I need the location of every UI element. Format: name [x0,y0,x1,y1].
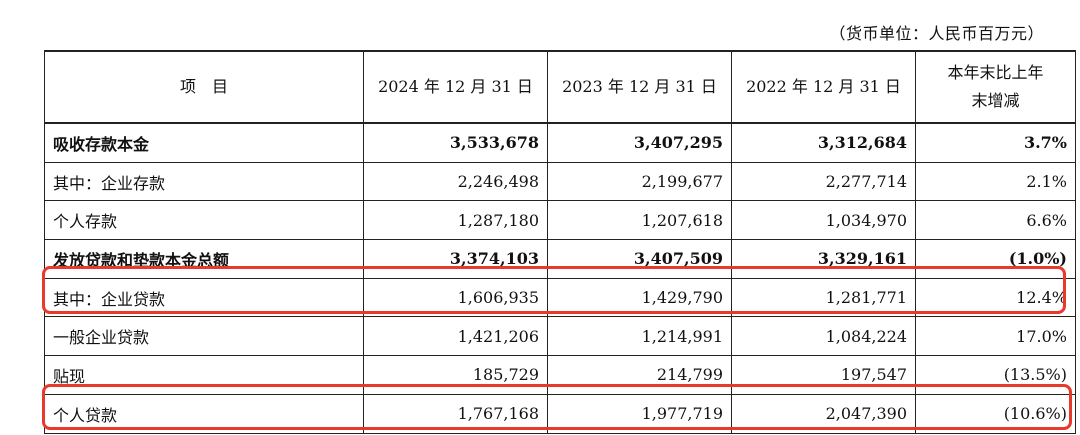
header-item: 项 目 [44,50,364,124]
value-2023: 1,977,719 [547,393,732,434]
row-label: 吸收存款本金 [44,122,364,163]
value-2023: 1,207,618 [547,200,732,241]
value-2022: 3,312,684 [731,122,916,163]
table-row: 吸收存款本金 3,533,678 3,407,295 3,312,684 3.7… [44,122,1076,163]
value-2022: 197,547 [731,355,916,395]
table-row: 个人存款 1,287,180 1,207,618 1,034,970 6.6% [44,200,1076,241]
value-2023: 3,407,295 [547,122,732,163]
row-label: 一般企业贷款 [44,316,364,357]
header-2024: 2024 年 12 月 31 日 [363,50,548,124]
table-row: 一般企业贷款 1,421,206 1,214,991 1,084,224 17.… [44,316,1076,357]
header-change-line2: 末增减 [971,91,1020,110]
value-2024: 3,533,678 [363,122,548,163]
value-2022: 1,034,970 [731,200,916,241]
value-2022: 1,084,224 [731,316,916,357]
row-label: 贴现 [44,355,364,395]
value-change: (1.0%) [915,239,1076,279]
value-2023: 214,799 [547,355,732,395]
value-2022: 2,047,390 [731,393,916,434]
value-2024: 3,374,103 [363,239,548,279]
row-label: 个人贷款 [44,393,364,434]
value-2024: 1,606,935 [363,277,548,318]
value-2022: 2,277,714 [731,161,916,202]
value-change: 12.4% [915,277,1076,318]
value-2023: 2,199,677 [547,161,732,202]
value-change: (10.6%) [915,393,1076,434]
value-2022: 3,329,161 [731,239,916,279]
row-label: 其中：企业贷款 [44,277,364,318]
table-row: 发放贷款和垫款本金总额 3,374,103 3,407,509 3,329,16… [44,239,1076,279]
value-2023: 3,407,509 [547,239,732,279]
row-label: 其中：企业存款 [44,161,364,202]
value-change: (13.5%) [915,355,1076,395]
table-row: 个人贷款 1,767,168 1,977,719 2,047,390 (10.6… [44,393,1076,434]
table-row: 贴现 185,729 214,799 197,547 (13.5%) [44,355,1076,395]
row-label: 发放贷款和垫款本金总额 [44,239,364,279]
header-2023: 2023 年 12 月 31 日 [547,50,732,124]
header-change: 本年末比上年 末增减 [915,50,1076,124]
value-2024: 1,287,180 [363,200,548,241]
value-2023: 1,214,991 [547,316,732,357]
value-2024: 1,421,206 [363,316,548,357]
table-row: 其中：企业存款 2,246,498 2,199,677 2,277,714 2.… [44,161,1076,202]
header-change-line1: 本年末比上年 [947,63,1044,82]
row-label: 个人存款 [44,200,364,241]
financial-table: 项 目 2024 年 12 月 31 日 2023 年 12 月 31 日 20… [44,50,1076,434]
value-2024: 1,767,168 [363,393,548,434]
value-change: 2.1% [915,161,1076,202]
value-change: 17.0% [915,316,1076,357]
value-2024: 185,729 [363,355,548,395]
value-2022: 1,281,771 [731,277,916,318]
table-row: 其中：企业贷款 1,606,935 1,429,790 1,281,771 12… [44,277,1076,318]
table-header-row: 项 目 2024 年 12 月 31 日 2023 年 12 月 31 日 20… [44,50,1076,124]
value-change: 3.7% [915,122,1076,163]
currency-unit-note: （货币单位：人民币百万元） [829,24,1044,43]
header-2022: 2022 年 12 月 31 日 [731,50,916,124]
value-2024: 2,246,498 [363,161,548,202]
value-2023: 1,429,790 [547,277,732,318]
value-change: 6.6% [915,200,1076,241]
